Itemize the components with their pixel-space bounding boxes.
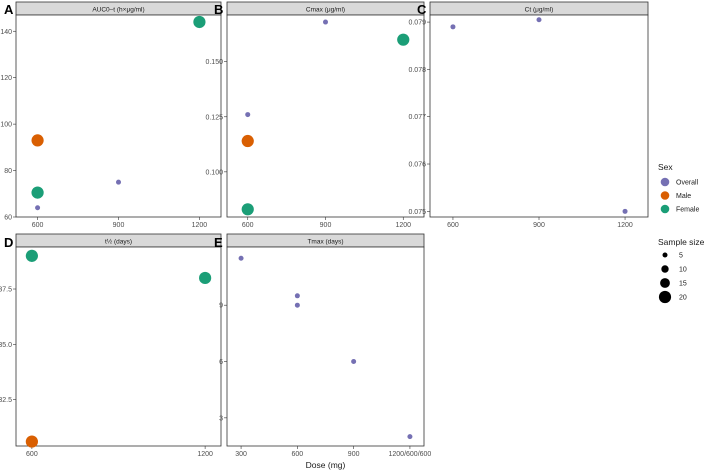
- plot-area: [226, 14, 425, 218]
- point-overall: [407, 434, 413, 440]
- x-tick-label: 900: [320, 222, 332, 229]
- point-overall: [245, 112, 251, 118]
- panel-letter: A: [4, 2, 14, 17]
- point-female: [241, 203, 254, 216]
- y-tick-label: 0.075: [408, 209, 426, 216]
- legend-size-key: [662, 252, 668, 258]
- plot-area: [15, 246, 222, 447]
- panels: A AUC0–t (h×μg/ml) 60 80 100 120 140 600 900 1200…: [0, 1, 649, 470]
- y-tick-label: 60: [4, 215, 12, 222]
- x-tick-label: 300: [235, 451, 247, 458]
- point-female: [25, 249, 38, 262]
- legend-size-key: [660, 278, 670, 288]
- y-tick-label: 120: [0, 75, 12, 82]
- plot-area: [429, 14, 649, 218]
- point-overall: [294, 302, 300, 308]
- x-tick-label: 900: [348, 451, 360, 458]
- legend-key-female: [660, 204, 670, 214]
- point-overall: [450, 24, 456, 30]
- point-female: [193, 15, 206, 29]
- x-tick-label: 1200: [192, 222, 208, 229]
- x-tick-label: 1200: [395, 222, 411, 229]
- point-overall: [294, 293, 300, 299]
- x-tick-label: 900: [533, 222, 545, 229]
- x-axis-label: Dose (mg): [306, 460, 346, 470]
- panel-c: C Ct (μg/ml) 0.075 0.076 0.077 0.078 0.079 600 9…: [408, 1, 649, 229]
- point-overall: [622, 208, 628, 214]
- y-tick-label: 3: [219, 415, 223, 422]
- y-tick-label: 0.125: [205, 114, 223, 121]
- point-female: [31, 186, 44, 199]
- panel-title: Ct (μg/ml): [525, 7, 554, 14]
- legend-key-overall: [660, 177, 670, 187]
- panel-title: AUC0–t (h×μg/ml): [92, 7, 144, 14]
- legend-key-male: [660, 191, 670, 200]
- point-overall: [351, 359, 357, 365]
- x-tick-label: 600: [32, 222, 44, 229]
- y-tick-label: 6: [219, 359, 223, 366]
- x-tick-label: 600: [26, 451, 38, 458]
- plot-area: [15, 14, 222, 218]
- legend-sizes: 5 10 15 20: [658, 252, 687, 304]
- y-tick-label: 37.5: [0, 287, 12, 294]
- y-tick-label: 9: [219, 303, 223, 310]
- y-tick-label: 140: [0, 29, 12, 36]
- panel-letter: E: [214, 235, 223, 250]
- y-tick-label: 0.077: [408, 114, 426, 121]
- x-tick-label: 600: [292, 451, 304, 458]
- x-tick-label: 1200: [617, 222, 633, 229]
- point-female: [397, 33, 410, 46]
- x-tick-label: 1200/600/600: [389, 451, 432, 458]
- point-female: [199, 271, 212, 285]
- point-male: [25, 435, 38, 448]
- legend-size-title: Sample size: [658, 237, 705, 247]
- legend-label: Female: [676, 207, 699, 214]
- panel-title: Cmax (μg/ml): [306, 7, 345, 14]
- x-tick-label: 600: [447, 222, 459, 229]
- legend-size-label: 10: [679, 267, 687, 274]
- y-tick-label: 0.079: [408, 20, 426, 27]
- panel-letter: C: [417, 2, 427, 17]
- x-tick-label: 900: [113, 222, 125, 229]
- panel-letter: D: [4, 235, 13, 250]
- point-overall: [116, 179, 121, 185]
- y-tick-label: 35.0: [0, 342, 12, 349]
- point-overall: [35, 205, 41, 211]
- legend-size-key: [658, 290, 672, 304]
- panel-letter: B: [214, 2, 223, 17]
- y-tick-label: 100: [0, 122, 12, 129]
- x-tick-label: 600: [242, 222, 254, 229]
- legend-sex-title: Sex: [658, 162, 673, 172]
- plot-area: [226, 246, 425, 447]
- panel-e: E Tmax (days) 3 6 9 300 600 900 1200/600/600 Dose…: [214, 233, 432, 470]
- y-tick-label: 80: [4, 168, 12, 175]
- legend-size-label: 5: [679, 253, 683, 260]
- point-overall: [536, 17, 542, 23]
- point-overall: [238, 255, 244, 261]
- panel-a: A AUC0–t (h×μg/ml) 60 80 100 120 140 600 900 1200: [0, 1, 222, 229]
- legend-label: Male: [676, 193, 691, 200]
- panel-title: t½ (days): [105, 238, 132, 246]
- point-male: [31, 134, 44, 147]
- y-tick-label: 32.5: [0, 397, 12, 404]
- y-tick-label: 0.078: [408, 67, 426, 74]
- y-tick-label: 0.150: [205, 59, 223, 66]
- panel-title: Tmax (days): [307, 239, 343, 246]
- legend-size-label: 15: [679, 281, 687, 288]
- legend-label: Overall: [676, 180, 699, 187]
- legend-size-label: 20: [679, 295, 687, 302]
- point-male: [241, 134, 254, 148]
- y-tick-label: 0.076: [408, 162, 426, 169]
- legend-groups: Overall Male Female: [660, 177, 699, 214]
- point-overall: [323, 19, 328, 25]
- legend-size-key: [661, 265, 669, 273]
- panel-b: B Cmax (μg/ml) 0.100 0.125 0.150 600 900 1200: [205, 1, 425, 229]
- x-tick-label: 1200: [197, 451, 213, 458]
- legend: Sex Overall Male Female Sample size 5 10 15 2…: [658, 162, 705, 304]
- y-tick-label: 0.100: [205, 169, 223, 176]
